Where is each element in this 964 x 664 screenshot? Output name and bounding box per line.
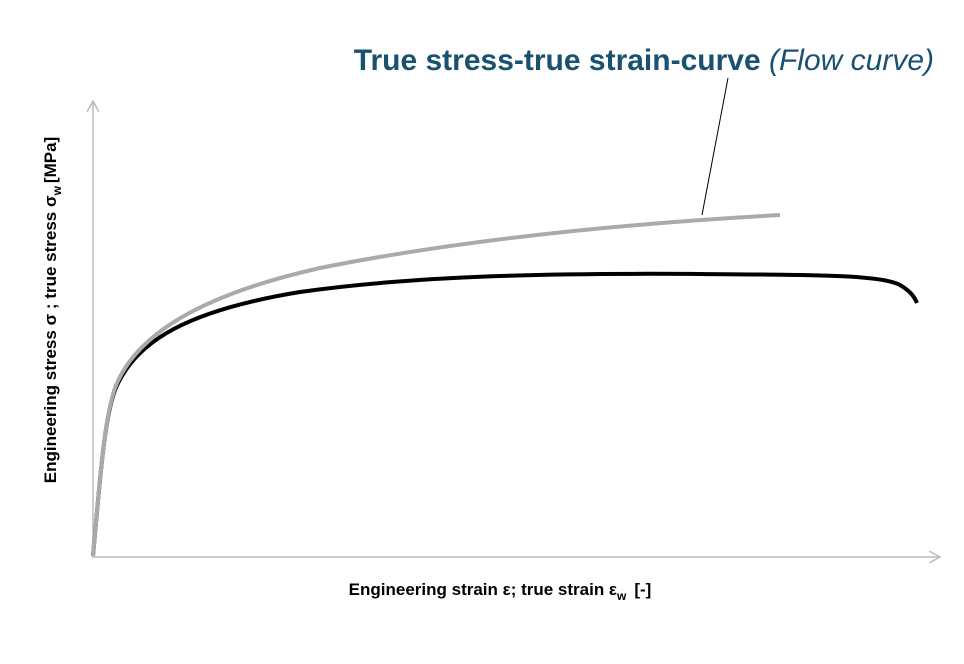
y-label-unit: [MPa] (41, 137, 60, 183)
y-axis-label: Engineering stress σ ; true stress σw [MP… (41, 137, 64, 483)
x-label-unit: [-] (634, 580, 651, 599)
engineering-curve (91, 271, 919, 557)
title-main: True stress-true strain-curve (354, 44, 761, 77)
flow-curve (91, 213, 781, 557)
title-note: (Flow curve) (769, 44, 934, 77)
x-axis-label: Engineering strain ε; true strain εw [-] (349, 580, 652, 603)
y-label-text: Engineering stress σ ; true stress σ (41, 195, 60, 483)
x-label-sub: w (616, 589, 627, 603)
x-label-text: Engineering strain ε; true strain ε (349, 580, 617, 599)
title: True stress-true strain-curve (Flow curv… (354, 44, 934, 77)
leader-line (701, 77, 729, 216)
y-label-sub: w (50, 185, 64, 196)
